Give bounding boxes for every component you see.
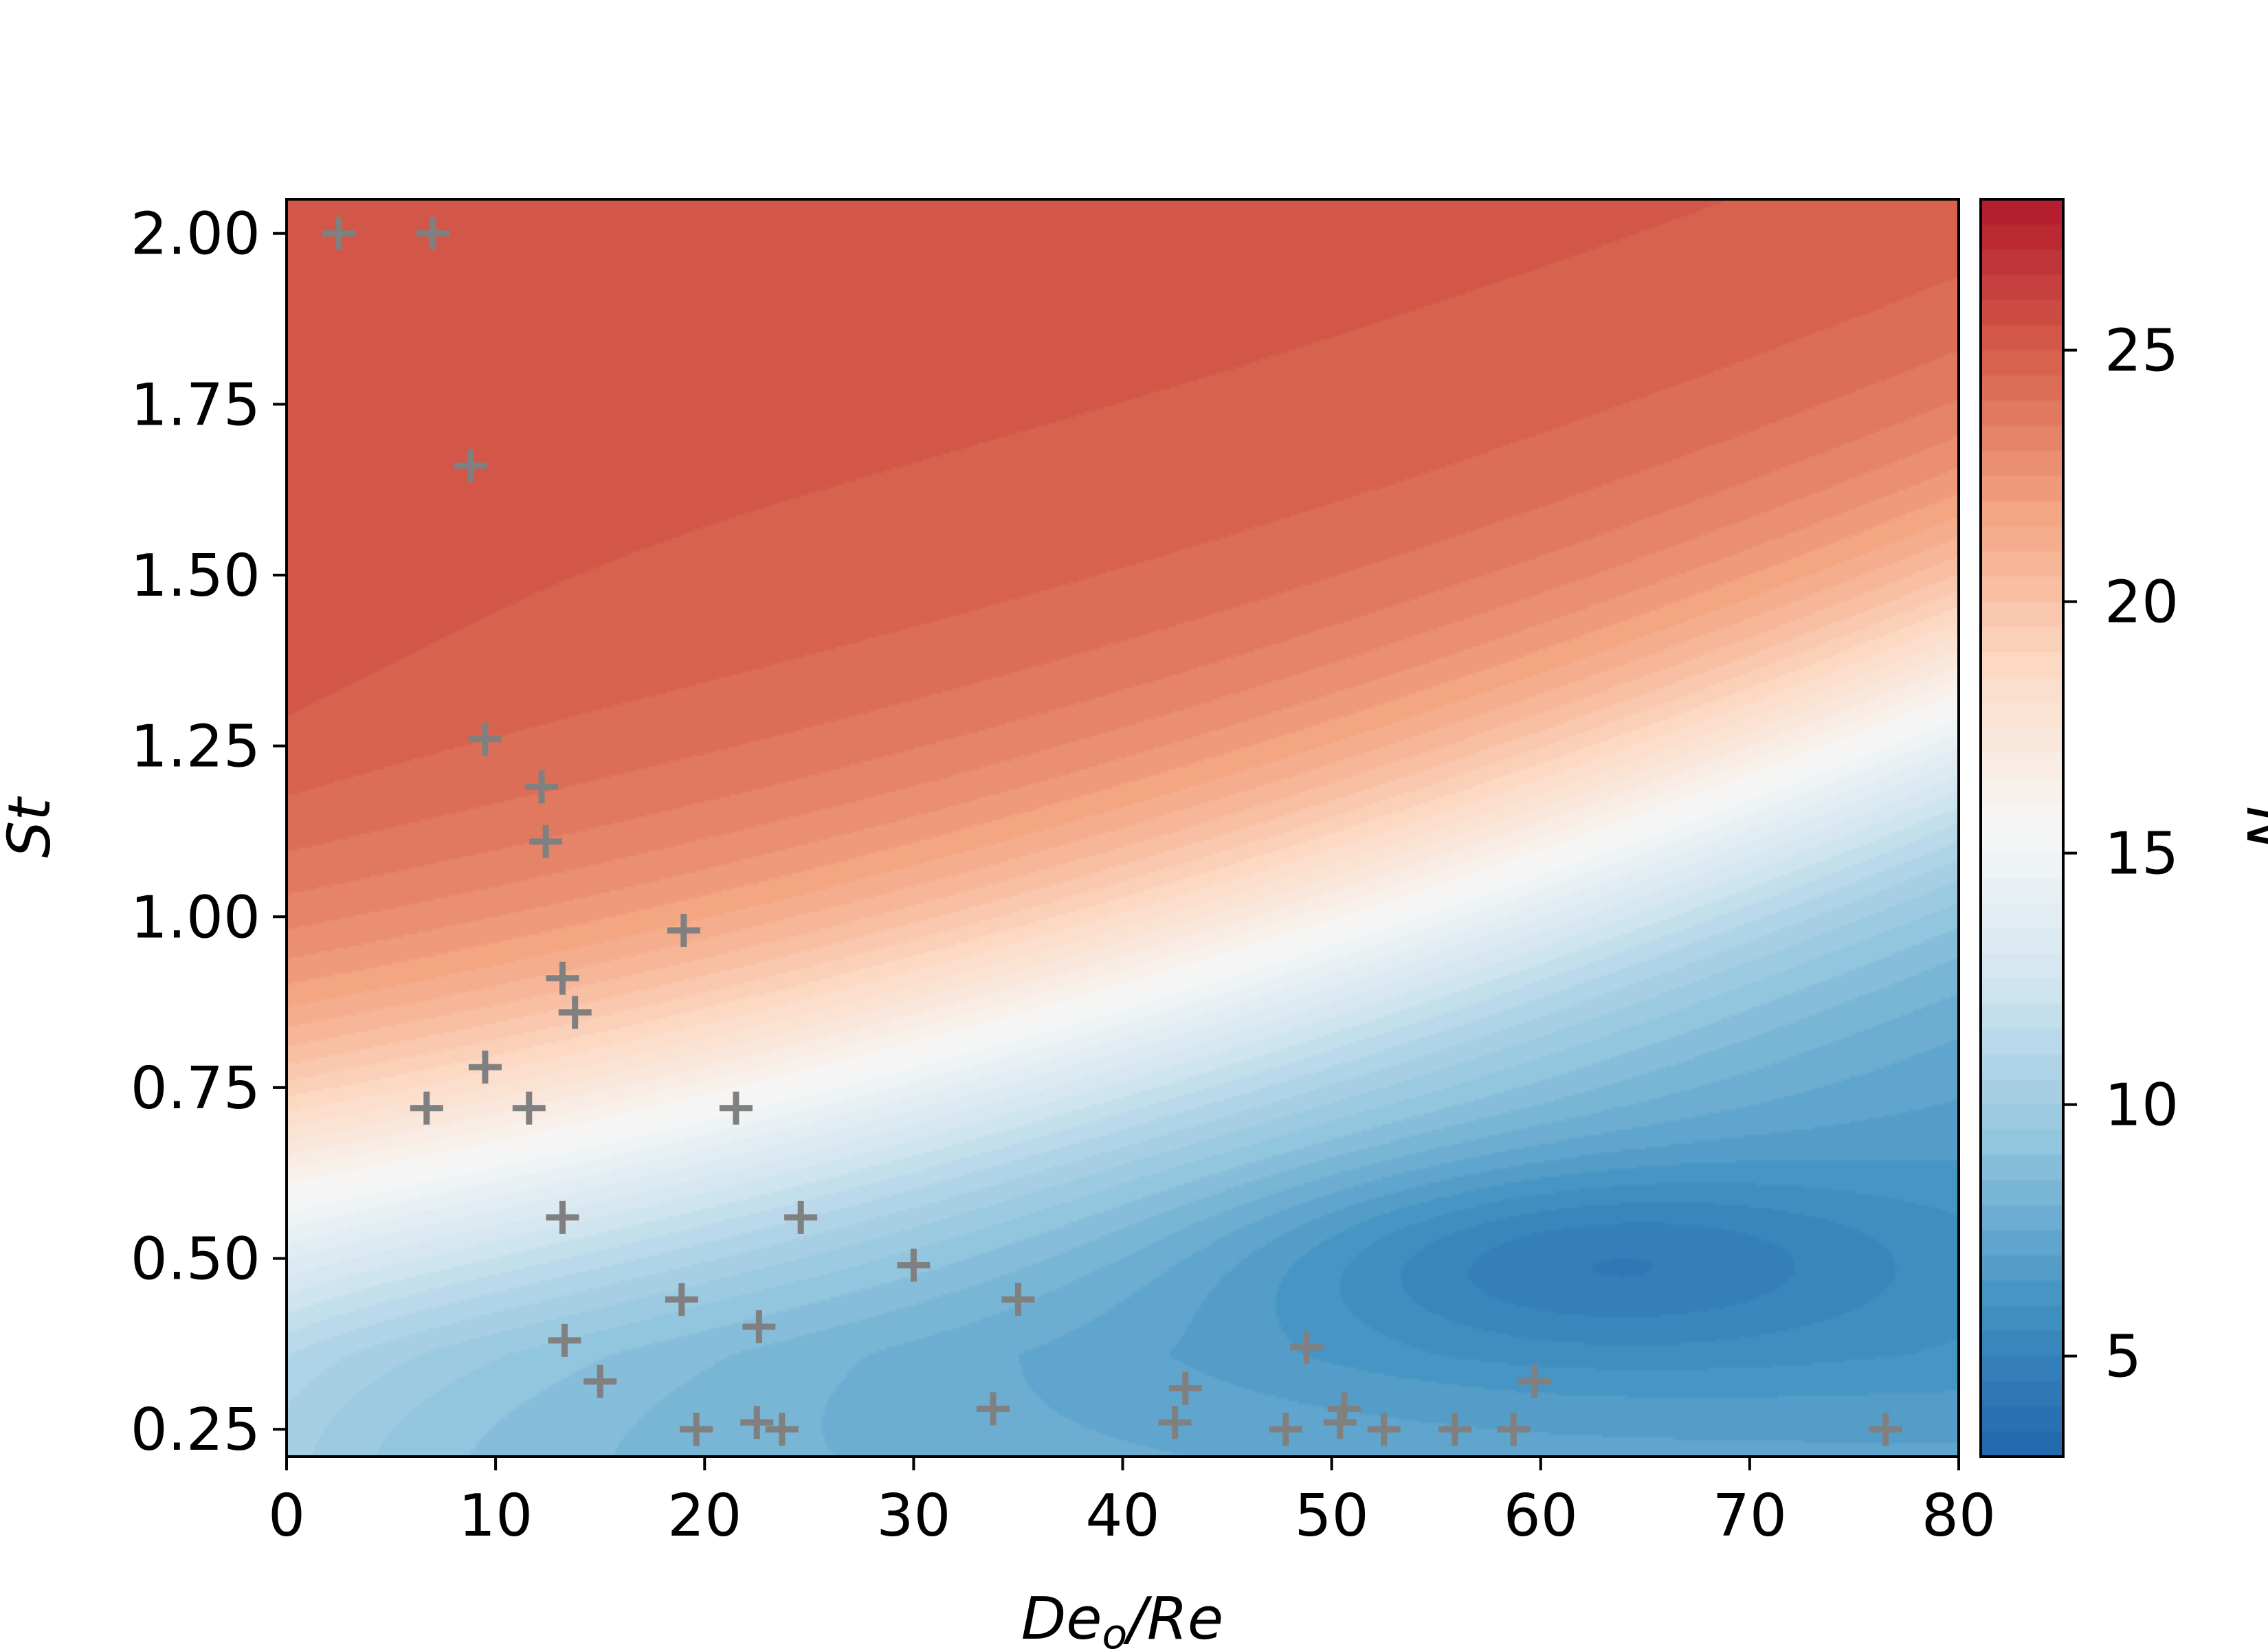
x-tick-label: 30 <box>876 1482 950 1550</box>
x-tick-label: 50 <box>1295 1482 1369 1550</box>
colorbar-frame <box>1979 198 2065 1458</box>
x-tick-label: 20 <box>667 1482 742 1550</box>
scatter-point <box>784 1200 818 1234</box>
x-axis-label: Deo/Re <box>1021 1585 1223 1649</box>
scatter-point <box>416 216 449 250</box>
scatter-point <box>322 216 356 250</box>
y-tick-label: 1.00 <box>131 884 260 952</box>
scatter-point <box>665 1283 698 1316</box>
colorbar-tick-label: 25 <box>2104 317 2179 385</box>
scatter-point <box>719 1091 753 1125</box>
scatter-point <box>1367 1413 1401 1446</box>
scatter-markers <box>322 216 1902 1446</box>
y-axis-label: St <box>0 796 64 858</box>
scatter-point <box>1327 1392 1361 1426</box>
x-tick-label: 80 <box>1922 1482 1996 1550</box>
scatter-point <box>976 1392 1010 1426</box>
y-tick-label: 0.50 <box>131 1226 260 1294</box>
scatter-point <box>1001 1283 1035 1316</box>
y-tick-label: 1.75 <box>131 371 260 439</box>
y-tick-label: 1.50 <box>131 542 260 610</box>
colorbar-tick-label: 20 <box>2104 569 2179 637</box>
scatter-point <box>1497 1413 1531 1446</box>
x-tick-label: 0 <box>268 1482 305 1550</box>
colorbar-gradient <box>1981 199 2063 1457</box>
scatter-point <box>1269 1413 1302 1446</box>
colorbar-label: N <box>2233 806 2268 850</box>
scatter-point <box>583 1365 617 1398</box>
scatter-point <box>1869 1413 1902 1446</box>
scatter-point <box>546 961 579 995</box>
y-tick-label: 0.75 <box>131 1055 260 1123</box>
x-tick-label: 10 <box>458 1482 533 1550</box>
colorbar: 5 10 15 20 25 N <box>1979 198 2268 1458</box>
contour-field <box>287 199 1959 1457</box>
scatter-point <box>667 914 700 947</box>
scatter-point <box>529 824 563 858</box>
y-axis: 0.25 0.50 0.75 1.00 1.25 1.50 1.75 2.00 <box>131 201 287 1464</box>
scatter-point <box>897 1248 931 1282</box>
scatter-point <box>546 1200 579 1234</box>
scatter-point <box>454 449 487 482</box>
scatter-point <box>525 770 559 804</box>
scatter-point <box>1158 1406 1192 1439</box>
colorbar-tick-label: 15 <box>2104 820 2179 888</box>
colorbar-tick-label: 5 <box>2104 1323 2142 1391</box>
scatter-point <box>410 1091 443 1125</box>
scatter-point <box>742 1310 776 1344</box>
y-tick-label: 1.25 <box>131 713 260 781</box>
x-tick-label: 70 <box>1713 1482 1787 1550</box>
colorbar-axis: 5 10 15 20 25 <box>2063 317 2179 1391</box>
x-axis: 0 10 20 30 40 50 60 70 80 <box>268 1457 1996 1550</box>
scatter-point <box>512 1091 546 1125</box>
scatter-point <box>468 1051 502 1084</box>
scatter-point <box>740 1406 774 1439</box>
plot-area <box>285 198 1960 1458</box>
scatter-point <box>765 1413 799 1446</box>
y-tick-label: 0.25 <box>131 1396 260 1464</box>
scatter-point <box>548 1323 581 1357</box>
x-tick-label: 60 <box>1504 1482 1578 1550</box>
scatter-point <box>558 996 592 1029</box>
x-tick-label: 40 <box>1085 1482 1159 1550</box>
scatter-point <box>468 722 502 756</box>
scatter-point <box>1517 1365 1551 1398</box>
scatter-point <box>1290 1330 1324 1364</box>
scatter-point <box>1168 1371 1202 1405</box>
colorbar-tick-label: 10 <box>2104 1072 2179 1140</box>
scatter-point <box>680 1413 713 1446</box>
scatter-point <box>1438 1413 1472 1446</box>
y-tick-label: 2.00 <box>131 201 260 269</box>
